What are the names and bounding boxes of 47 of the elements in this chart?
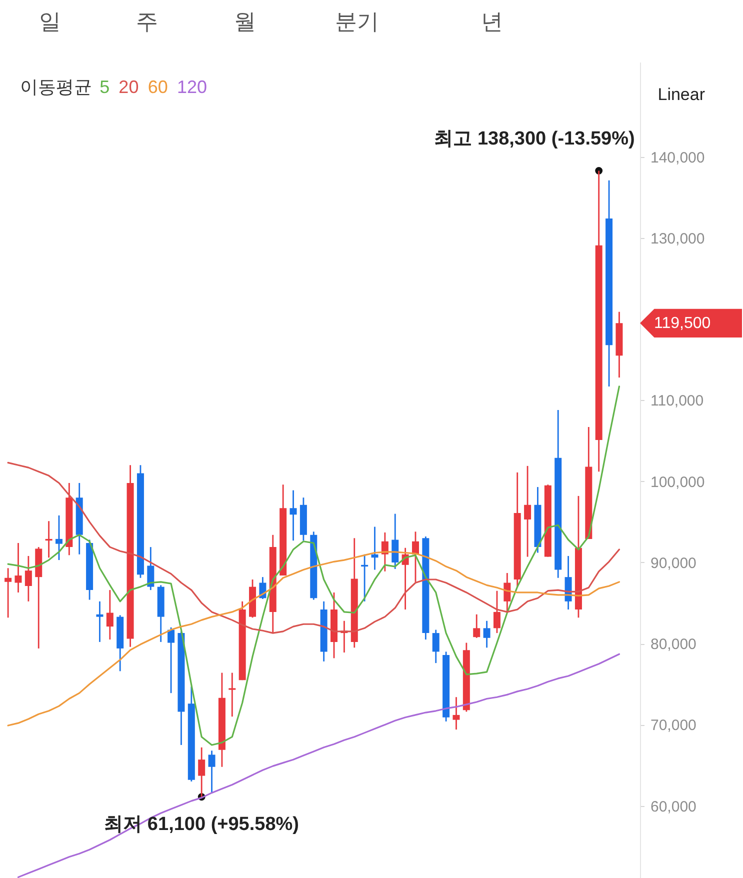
candlestick bbox=[483, 620, 490, 648]
candlestick bbox=[432, 629, 440, 664]
line-series bbox=[7, 462, 620, 634]
candlestick bbox=[371, 526, 378, 570]
candlestick bbox=[228, 672, 236, 718]
y-tick-label: 140,000 bbox=[650, 149, 705, 166]
y-tick-label: 110,000 bbox=[650, 392, 704, 410]
candlestick bbox=[96, 600, 104, 643]
line-series bbox=[7, 386, 620, 746]
candlestick bbox=[504, 572, 511, 613]
candlestick bbox=[24, 555, 32, 602]
text: 120 bbox=[177, 77, 208, 97]
y-tick-label: 60,000 bbox=[650, 798, 696, 816]
y-tick-label: 130,000 bbox=[650, 230, 705, 248]
text: 119,500 bbox=[654, 315, 711, 332]
candlestick bbox=[452, 696, 460, 730]
y-tick-label: 80,000 bbox=[650, 636, 696, 654]
text: 60 bbox=[148, 77, 168, 97]
text: Linear bbox=[658, 85, 706, 104]
candlestick bbox=[290, 490, 297, 542]
legend-title: 이동평균 bbox=[20, 77, 92, 97]
candlestick bbox=[4, 567, 12, 618]
text: 일 bbox=[39, 9, 61, 34]
annotation: 최저 61,100 (+95.58%) bbox=[104, 814, 300, 835]
candlestick bbox=[392, 513, 399, 570]
text: 20 bbox=[118, 77, 139, 97]
candlestick bbox=[14, 542, 22, 594]
candlestick bbox=[524, 465, 532, 558]
y-tick-label: 90,000 bbox=[650, 554, 696, 572]
text: 월 bbox=[234, 9, 256, 34]
candlestick bbox=[208, 750, 216, 794]
candlestick bbox=[55, 514, 62, 561]
text: 년 bbox=[481, 9, 503, 34]
text: 분기 bbox=[335, 9, 379, 34]
y-tick-label: 70,000 bbox=[650, 717, 696, 734]
annotation: 최고 138,300 (-13.59%) bbox=[434, 128, 635, 150]
candlestick bbox=[473, 614, 480, 639]
candlestick bbox=[361, 554, 368, 602]
line-series bbox=[17, 653, 620, 878]
text: 5 bbox=[100, 77, 110, 97]
text: 주 bbox=[136, 9, 158, 34]
y-tick-label: 100,000 bbox=[650, 474, 705, 491]
candlestick bbox=[168, 626, 175, 694]
candlestick bbox=[147, 546, 154, 591]
candlestick bbox=[493, 590, 500, 634]
candlestick bbox=[45, 520, 52, 558]
candlestick bbox=[106, 589, 114, 640]
